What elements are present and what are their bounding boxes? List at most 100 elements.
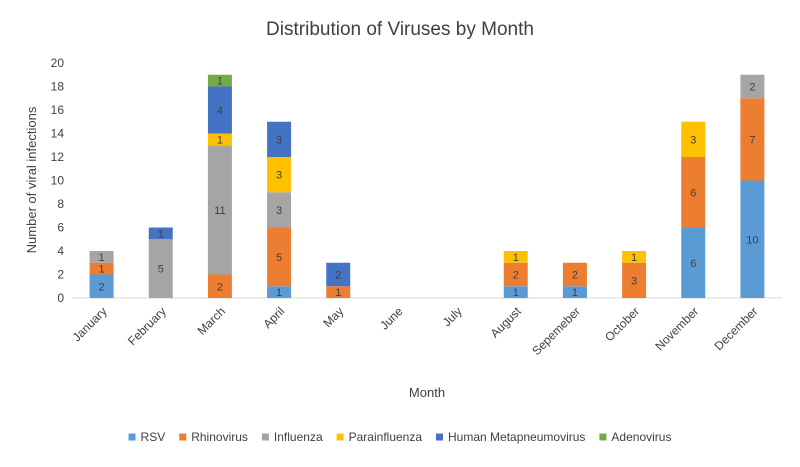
y-tick-label: 4 [57,244,64,258]
legend-swatch [599,433,607,441]
bar-segment-rhinovirus [681,157,706,228]
y-tick-label: 0 [57,291,64,305]
y-tick-label: 10 [51,174,65,188]
bar-segment-parainfluenza [207,133,232,146]
x-tick-label: April [260,304,287,331]
bar-segment-rsv [681,227,706,298]
x-tick-label: January [70,304,110,344]
bar-data-label: 6 [690,258,696,270]
x-tick-label: July [440,304,465,329]
bar-data-label: 2 [572,270,578,282]
bar-segment-rhinovirus [503,262,528,287]
bar-segment-rsv [503,286,528,298]
y-tick-label: 6 [57,221,64,235]
bar-data-label: 10 [746,234,758,246]
legend-swatch [436,433,444,441]
x-tick-label: December [711,304,760,353]
bar-segment-rsv [740,180,765,298]
bar-data-label: 2 [335,270,341,282]
bar-data-label: 6 [690,187,696,199]
legend-label: Parainfluenza [349,430,423,444]
bar-data-label: 3 [631,275,637,287]
bar-segment-rhinovirus [562,262,587,287]
chart-title: Distribution of Viruses by Month [266,19,534,40]
bar-data-label: 3 [276,134,282,146]
bar-data-label: 1 [572,287,578,299]
x-tick-label: November [652,304,701,353]
bar-data-label: 1 [513,252,519,264]
bar-data-label: 1 [99,264,105,276]
bar-data-label: 5 [158,264,164,276]
bar-data-label: 1 [631,252,637,264]
bar-segment-influenza [89,251,114,263]
y-tick-label: 2 [57,268,64,282]
bar-segment-rhinovirus [207,274,232,298]
x-tick-label: August [488,304,525,341]
y-tick-label: 12 [51,150,65,164]
bar-data-label: 3 [276,170,282,182]
bar-data-label: 4 [217,105,223,117]
legend-swatch [336,433,344,441]
bar-segment-rhinovirus [740,98,765,181]
bar-segment-influenza [207,145,232,275]
legend: RSV Rhinovirus Influenza Parainfluenza Human… [128,430,671,444]
y-axis-ticks: 0 2 4 6 8 10 12 14 16 18 20 [51,56,65,305]
x-axis-label: Month [409,385,445,400]
legend-swatch [128,433,136,441]
bar-data-label: 1 [217,76,223,88]
x-tick-label: October [602,304,642,344]
x-tick-label: Sepemeber [529,304,583,358]
y-tick-label: 20 [51,56,65,70]
bar-segment-human-metapneumovirus [207,86,232,134]
bar-segment-parainfluenza [681,121,706,157]
bar-data-label: 11 [214,205,225,217]
x-axis-ticks: January February March April May June July Augu… [70,304,761,358]
bar-segment-human-metapneumovirus [148,227,173,240]
y-tick-label: 16 [51,103,65,117]
x-tick-label: February [125,304,169,348]
legend-label: RSV [141,430,166,444]
bar-data-label: 1 [158,228,164,240]
bar-segment-human-metapneumovirus [267,121,292,157]
bar-segment-parainfluenza [622,251,647,263]
y-tick-label: 8 [57,197,64,211]
bar-segment-influenza [148,239,173,298]
legend-label: Human Metapneumovirus [448,430,585,444]
bar-data-label: 2 [749,82,755,94]
bar-data-label: 1 [217,134,223,146]
y-tick-label: 18 [51,80,65,94]
x-tick-label: March [195,304,228,337]
bar-segment-influenza [267,192,292,228]
legend-swatch [179,433,187,441]
bar-segment-rsv [89,274,114,298]
bar-data-label: 3 [276,205,282,217]
y-tick-label: 14 [51,127,65,141]
legend-label: Influenza [274,430,323,444]
bar-segment-parainfluenza [503,251,528,263]
bar-data-label: 3 [690,134,696,146]
bar-segment-rsv [562,286,587,298]
bar-data-label: 1 [335,287,341,299]
bar-segment-rsv [267,286,292,298]
bar-data-label: 2 [217,281,223,293]
bar-data-label: 1 [99,252,105,264]
bar-data-label: 5 [276,252,282,264]
bar-segment-rhinovirus [326,286,351,298]
y-axis-label: Number of viral infections [24,106,39,253]
legend-swatch [261,433,269,441]
bar-segment-rhinovirus [267,227,292,287]
legend-label: Rhinovirus [191,430,248,444]
x-tick-label: May [320,304,346,330]
bar-segment-adenovirus [207,74,232,87]
legend-label: Adenovirus [611,430,671,444]
bar-data-label: 2 [513,270,519,282]
bar-data-label: 1 [513,287,519,299]
x-tick-label: June [377,304,406,333]
bar-segment-rhinovirus [89,262,114,275]
bar-segment-rhinovirus [622,262,647,298]
bar-segment-human-metapneumovirus [326,262,351,287]
bar-segment-influenza [740,74,765,99]
